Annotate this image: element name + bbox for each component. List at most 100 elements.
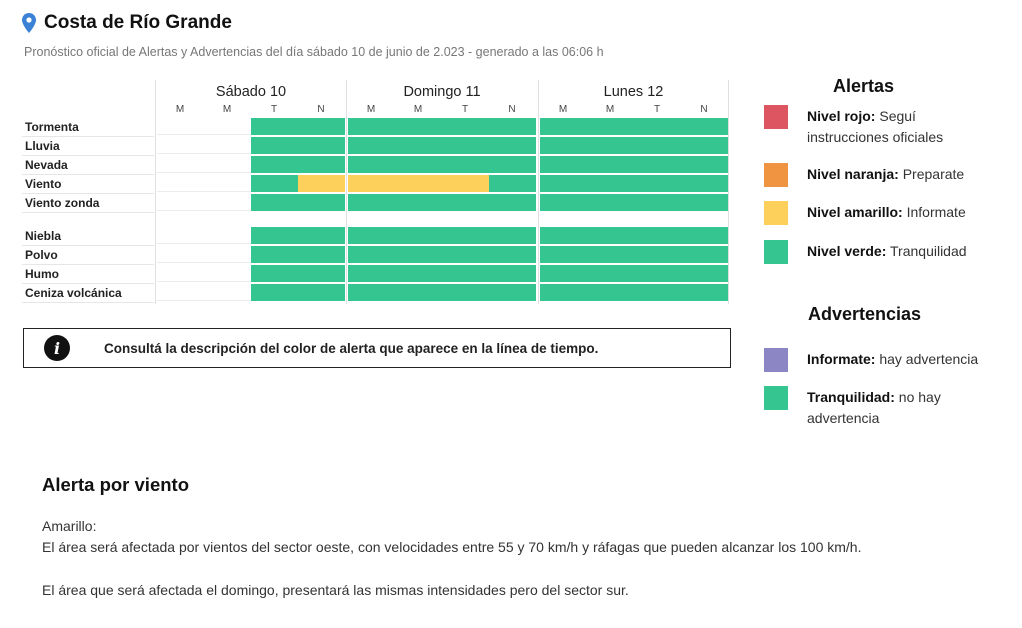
time-slot-label: M [558,104,568,115]
timeline-cell [157,194,204,211]
day-name: Lunes 12 [603,84,664,100]
day-column: Domingo 11 M M T N [346,80,537,304]
timeline-cell [681,284,728,301]
phenomenon-label: Tormenta [25,120,79,134]
legend-description: no hay advertencia [807,389,941,426]
legend-description: Seguí instrucciones oficiales [807,108,944,145]
timeline-cell [395,246,442,263]
timeline-cell [204,118,251,135]
day-name: Sábado 10 [215,84,287,100]
timeline-cell [157,156,204,173]
timeline-cell [489,194,536,211]
timeline-cell [540,175,587,192]
timeline-cell [348,227,395,244]
timeline-cell [298,265,345,282]
timeline-cell [348,156,395,173]
legend-description: Preparate [898,166,965,182]
timeline-cell [442,194,489,211]
timeline-cell [540,137,587,154]
timeline-cell [634,156,681,173]
timeline-cell [251,284,298,301]
timeline-cell [489,284,536,301]
timeline-cell [204,284,251,301]
timeline-cell [540,194,587,211]
legend-level: Nivel verde: [807,243,887,259]
info-box: i Consultá la descripción del color de a… [23,328,731,368]
timeline-cell [489,246,536,263]
timeline-cell [348,137,395,154]
timeline-cell [540,227,587,244]
row-divider [22,283,154,284]
timeline-cell [587,118,634,135]
row-divider [22,302,154,303]
timeline-cell [681,175,728,192]
location-pin-icon [22,13,36,33]
page-header: Costa de Río Grande [22,12,232,34]
row-divider [22,136,154,137]
timeline-cell [540,118,587,135]
timeline-cell [204,227,251,244]
timeline-cell [395,175,442,192]
timeline-cell [395,227,442,244]
info-text: Consultá la descripción del color de ale… [104,340,599,356]
timeline-cell [298,246,345,263]
timeline-cell [298,118,345,135]
timeline-cell [157,227,204,244]
timeline-cell [298,137,345,154]
timeline-cell [587,156,634,173]
timeline-cell [348,194,395,211]
timeline-cell [348,246,395,263]
phenomenon-label: Lluvia [25,139,60,153]
time-slot-label: T [653,104,661,115]
time-slot-label: M [605,104,615,115]
legend-text: Nivel naranja: Preparate [807,164,997,185]
timeline-cell [489,156,536,173]
advertencia-legend-item: Tranquilidad: no hay advertencia [764,386,997,429]
timeline-cell [634,227,681,244]
legend-text: Nivel verde: Tranquilidad [807,241,997,262]
timeline-cell [681,265,728,282]
timeline-cell [587,284,634,301]
timeline-cell [634,246,681,263]
timeline-cell [395,137,442,154]
timeline-cell [489,175,536,192]
timeline-cell [634,284,681,301]
timeline-cell [681,246,728,263]
info-icon: i [44,335,70,361]
color-swatch [764,201,788,225]
phenomenon-label: Ceniza volcánica [25,286,122,300]
row-divider [22,264,154,265]
row-divider [22,193,154,194]
timeline-cell [251,194,298,211]
timeline-cell [204,156,251,173]
timeline-cell [634,137,681,154]
timeline-cell [157,175,204,192]
timeline-cell [442,284,489,301]
timeline-cell [442,175,489,192]
legend-text: Informate: hay advertencia [807,349,997,370]
timeline-cell [251,118,298,135]
timeline-cell [251,156,298,173]
phenomenon-label: Polvo [25,248,58,262]
timeline-cell [395,156,442,173]
detail-title: Alerta por viento [42,474,189,495]
legend-text: Nivel rojo: Seguí instrucciones oficiale… [807,106,997,148]
timeline-cell [204,175,251,192]
timeline-cell [681,156,728,173]
timeline-cell [442,137,489,154]
timeline-cell [157,284,204,301]
timeline-cell [442,118,489,135]
legend-text: Nivel amarillo: Informate [807,202,997,223]
timeline-cell [634,194,681,211]
timeline-cell [442,156,489,173]
timeline-cell [442,246,489,263]
timeline-cell [157,118,204,135]
time-slot-label: T [461,104,469,115]
phenomenon-label: Viento zonda [25,196,100,210]
row-divider [22,174,154,175]
time-slot-label: M [175,104,185,115]
timeline-cell [395,265,442,282]
timeline-cell [489,265,536,282]
time-slot-label: N [700,104,708,115]
timeline-cell [298,175,345,192]
